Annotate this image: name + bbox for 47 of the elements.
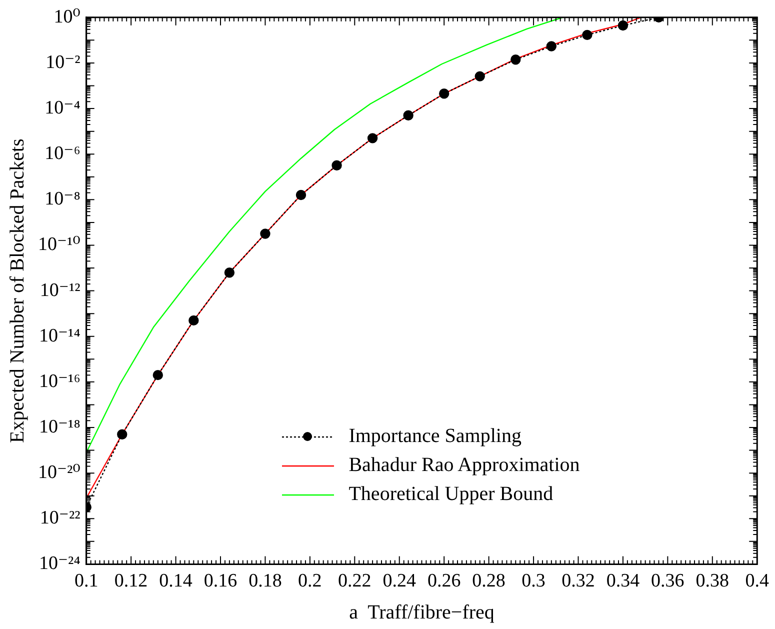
y-axis-title: Expected Number of Blocked Packets [6,138,28,443]
x-tick-label: 0.4 [745,570,770,592]
y-tick-label: 10⁻² [46,52,81,73]
x-tick-label: 0.32 [562,570,595,592]
legend-label: Bahadur Rao Approximation [348,454,580,478]
point [546,41,557,52]
x-tick-label: 0.28 [472,570,506,592]
y-tick-label: 10⁻¹⁴ [38,325,81,346]
x-tick-label: 0.3 [522,570,546,592]
point [438,88,450,99]
x-tick-label: 0.14 [159,570,193,592]
point [117,429,128,440]
y-tick-label: 10⁻¹⁰ [38,234,81,256]
x-tick-label: 0.22 [338,570,372,592]
y-tick-label: 10⁻¹⁸ [38,416,80,438]
y-tick-label: 10⁻⁸ [44,188,80,210]
x-tick-label: 0.12 [114,570,148,592]
x-tick-label: 0.26 [427,570,461,592]
y-tick-label: 10⁻⁶ [44,143,80,164]
point [367,133,378,144]
point [224,267,235,278]
y-tick-label: 10⁰ [54,6,81,28]
point [618,20,628,31]
point [188,315,199,326]
point [510,54,521,65]
x-tick-label: 0.38 [696,570,730,592]
y-tick-label: 10⁻²⁰ [38,462,81,484]
legend-label: Theoretical Upper Bound [348,483,554,506]
point [582,30,592,40]
point [260,228,270,239]
point [296,190,306,200]
legend-label: Importance Sampling [348,425,522,448]
y-tick-label: 10⁻²² [40,508,81,529]
x-tick-label: 0.36 [651,570,684,592]
x-tick-label: 0.18 [248,570,282,592]
x-tick-label: 0.2 [298,570,322,592]
x-axis-title: a Traff/fibre−freq [349,601,494,624]
point [332,160,342,170]
point [152,370,163,380]
x-tick-label: 0.34 [606,570,640,592]
point [474,71,485,82]
x-tick-label: 0.16 [204,570,238,592]
y-tick-label: 10⁻¹² [40,280,81,301]
point [403,110,414,120]
x-tick-label: 0.24 [382,570,416,592]
y-tick-label: 10⁻⁴ [44,98,81,119]
y-tick-label: 10⁻¹⁶ [38,370,80,392]
